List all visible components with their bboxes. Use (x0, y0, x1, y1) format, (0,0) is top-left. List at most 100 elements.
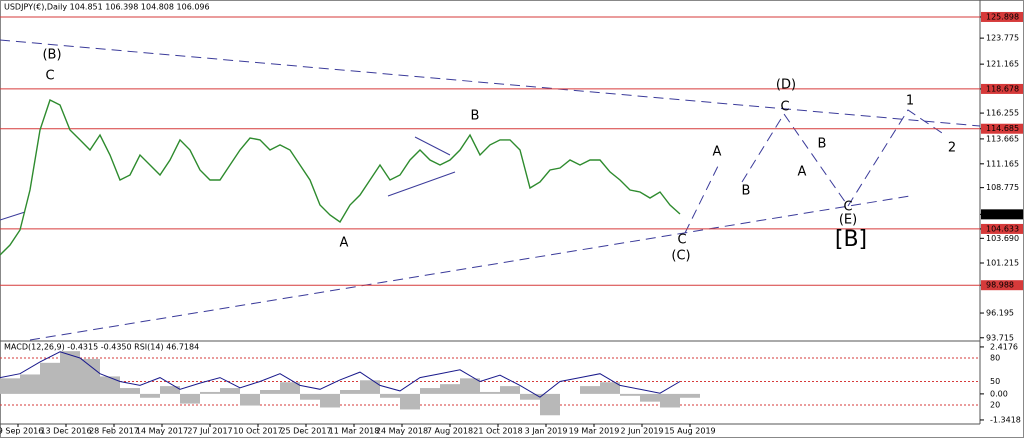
wave-label: B (742, 184, 751, 199)
histogram-bar (340, 390, 360, 394)
wave-label: A (713, 145, 722, 160)
wave-label: (C) (671, 249, 690, 264)
x-tick-label: 24 May 2018 (376, 427, 428, 436)
projection (741, 109, 946, 207)
symbol-header: USDJPY(€),Daily 104.851 106.398 104.808 … (4, 3, 210, 12)
wave-label: 2 (948, 141, 956, 156)
histogram-bar (620, 393, 640, 396)
y-tick-label: 113.665 (986, 134, 1019, 143)
histogram-bar (680, 393, 700, 398)
price-tag (981, 123, 1023, 134)
x-tick-label: 10 Oct 2017 (233, 427, 282, 436)
y-tick-label: 106.096 (986, 210, 1019, 219)
wave-label: C (843, 200, 852, 215)
indicator-header: MACD(12,26,9) -0.4315 -0.4350 RSI(14) 46… (4, 343, 199, 352)
histogram-bar (140, 393, 160, 398)
y-tick-label: 103.690 (986, 234, 1019, 243)
histogram-bar (380, 393, 400, 398)
price-tag (981, 83, 1023, 94)
wave-label: (B) (42, 48, 61, 63)
wave-label: A (798, 165, 807, 180)
x-tick-label: 29 Sep 2016 (0, 427, 43, 436)
trendline (29, 195, 911, 341)
wave-label: B (818, 137, 827, 152)
x-tick-label: 3 Jan 2019 (525, 427, 568, 436)
y-tick-label: 101.215 (986, 258, 1019, 267)
price-tag (981, 280, 1023, 291)
y-tick-label: 111.165 (986, 159, 1019, 168)
price-tag (981, 11, 1023, 22)
y-tick-label: 108.775 (986, 183, 1019, 192)
y-tick-label: 98.988 (986, 281, 1014, 290)
histogram-bar (60, 351, 80, 394)
y-tick-label: 121.165 (986, 60, 1019, 69)
price-tag (981, 209, 1023, 220)
histogram-bar (500, 386, 520, 394)
x-tick-label: 11 Mar 2018 (329, 427, 380, 436)
x-tick-label: 15 Aug 2019 (664, 427, 715, 436)
wave-label: C (677, 233, 686, 248)
price-line (0, 99, 681, 256)
histogram-bar (0, 378, 20, 394)
histogram-bar (280, 382, 300, 394)
histogram-bar (640, 393, 660, 402)
trendline (387, 171, 456, 197)
x-tick-label: 19 Mar 2019 (569, 427, 620, 436)
histogram-bar (160, 386, 180, 394)
y-tick-label: 93.715 (986, 333, 1014, 342)
histogram-bar (100, 376, 120, 394)
histogram-bar (440, 384, 460, 394)
trendline (0, 211, 26, 221)
y-tick-label: 114.685 (986, 124, 1019, 133)
histogram-bar (240, 393, 260, 406)
histogram-bar (180, 393, 200, 404)
y-tick-label: 118.678 (986, 84, 1019, 93)
indicator-line (0, 351, 681, 398)
histogram-bar (120, 388, 140, 394)
histogram-bar (40, 362, 60, 394)
y-tick-label: 104.633 (986, 224, 1019, 233)
histogram-bar (200, 391, 220, 394)
histogram-bar (580, 386, 600, 394)
y2-tick-label: 0.00 (990, 389, 1008, 398)
y-tick-label: 80 (990, 354, 1000, 363)
trendline (414, 136, 451, 156)
histogram-bar (540, 393, 560, 416)
histogram-bar (660, 393, 680, 408)
y-tick-label: 125.898 (986, 12, 1019, 21)
x-tick-label: 13 Dec 2016 (40, 427, 91, 436)
trendline (0, 39, 981, 127)
wave-label: A (340, 236, 349, 251)
histogram-bar (600, 382, 620, 394)
histogram-bar (420, 388, 440, 394)
wave-label: [B] (835, 227, 867, 252)
y-tick-label: 96.195 (986, 309, 1014, 318)
x-tick-label: 25 Dec 2017 (280, 427, 331, 436)
histogram-bar (460, 378, 480, 394)
x-tick-label: 27 Jul 2017 (187, 427, 232, 436)
histogram-bar (360, 380, 380, 394)
histogram-bar (480, 391, 500, 394)
y2-tick-label: -1.3418 (990, 415, 1021, 424)
price-tag (981, 223, 1023, 234)
x-tick-label: 21 Oct 2018 (473, 427, 522, 436)
histogram-bar (80, 358, 100, 394)
histogram-bar (300, 393, 320, 400)
projection (684, 161, 721, 234)
y-tick-label: 116.255 (986, 109, 1019, 118)
histogram-bar (400, 393, 420, 410)
wave-label: 1 (906, 94, 914, 109)
histogram-bar (520, 393, 540, 400)
wave-label: (D) (776, 78, 796, 93)
histogram-bar (260, 390, 280, 394)
wave-label: C (780, 100, 789, 115)
y-tick-label: 123.775 (986, 34, 1019, 43)
x-tick-label: 28 Feb 2017 (89, 427, 139, 436)
wave-label: (E) (839, 213, 857, 228)
wave-label: C (45, 69, 54, 84)
histogram-bar (20, 374, 40, 394)
histogram-bar (320, 393, 340, 408)
x-tick-label: 14 May 2017 (136, 427, 188, 436)
